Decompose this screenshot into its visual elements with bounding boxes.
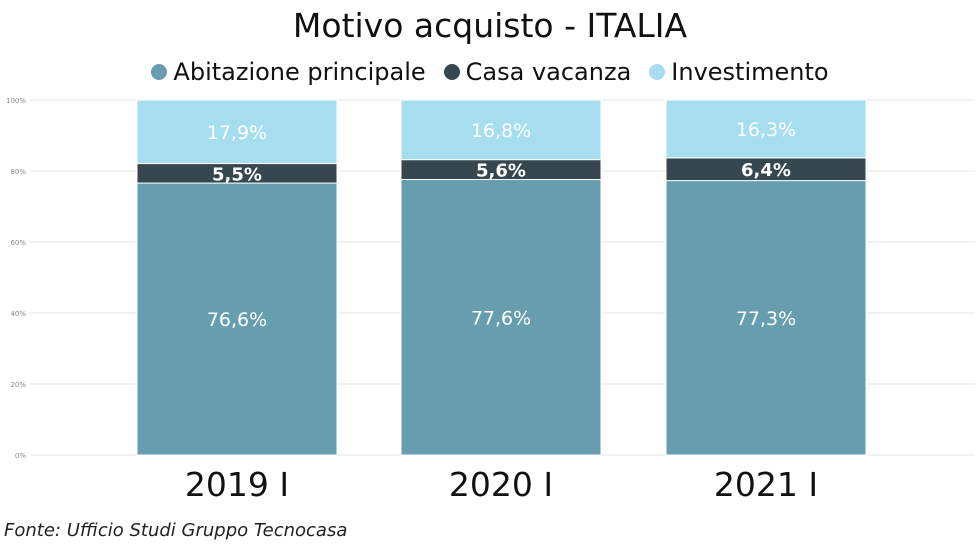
legend-item-abitazione: Abitazione principale <box>151 58 426 86</box>
data-label: 16,8% <box>471 120 531 142</box>
data-label: 76,6% <box>207 309 267 331</box>
chart-legend: Abitazione principale Casa vacanza Inves… <box>0 58 980 86</box>
y-tick-label: 20% <box>10 381 26 389</box>
legend-label-investimento: Investimento <box>671 58 829 86</box>
bar-segment <box>400 99 602 161</box>
x-category-label: 2019 I <box>185 465 289 504</box>
bar-segment <box>136 99 338 165</box>
y-tick-label: 0% <box>15 452 26 460</box>
x-category-label: 2021 I <box>714 465 818 504</box>
legend-label-casa-vacanza: Casa vacanza <box>465 58 632 86</box>
data-label: 77,3% <box>736 308 796 330</box>
data-label: 5,6% <box>476 161 526 182</box>
legend-marker-abitazione <box>151 64 168 80</box>
y-tick-label: 80% <box>10 168 26 176</box>
data-label: 16,3% <box>736 119 796 141</box>
bar-segment <box>400 179 602 456</box>
bar-segment <box>136 182 338 456</box>
bar-segment <box>665 99 867 159</box>
source-note: Fonte: Ufficio Studi Gruppo Tecnocasa <box>4 520 348 541</box>
data-label: 5,5% <box>212 164 262 185</box>
legend-marker-casa-vacanza <box>443 64 460 80</box>
y-tick-label: 60% <box>10 239 26 247</box>
legend-marker-investimento <box>649 64 666 80</box>
y-tick-label: 100% <box>6 97 26 105</box>
bar-segment <box>665 180 867 456</box>
y-tick-label: 40% <box>10 310 26 318</box>
data-label: 17,9% <box>207 122 267 144</box>
legend-item-casa-vacanza: Casa vacanza <box>443 58 632 86</box>
x-category-label: 2020 I <box>449 465 553 504</box>
legend-item-investimento: Investimento <box>649 58 829 86</box>
legend-label-abitazione: Abitazione principale <box>173 58 426 86</box>
data-label: 77,6% <box>471 307 531 329</box>
chart-title: Motivo acquisto - ITALIA <box>292 6 688 45</box>
data-label: 6,4% <box>741 160 791 181</box>
